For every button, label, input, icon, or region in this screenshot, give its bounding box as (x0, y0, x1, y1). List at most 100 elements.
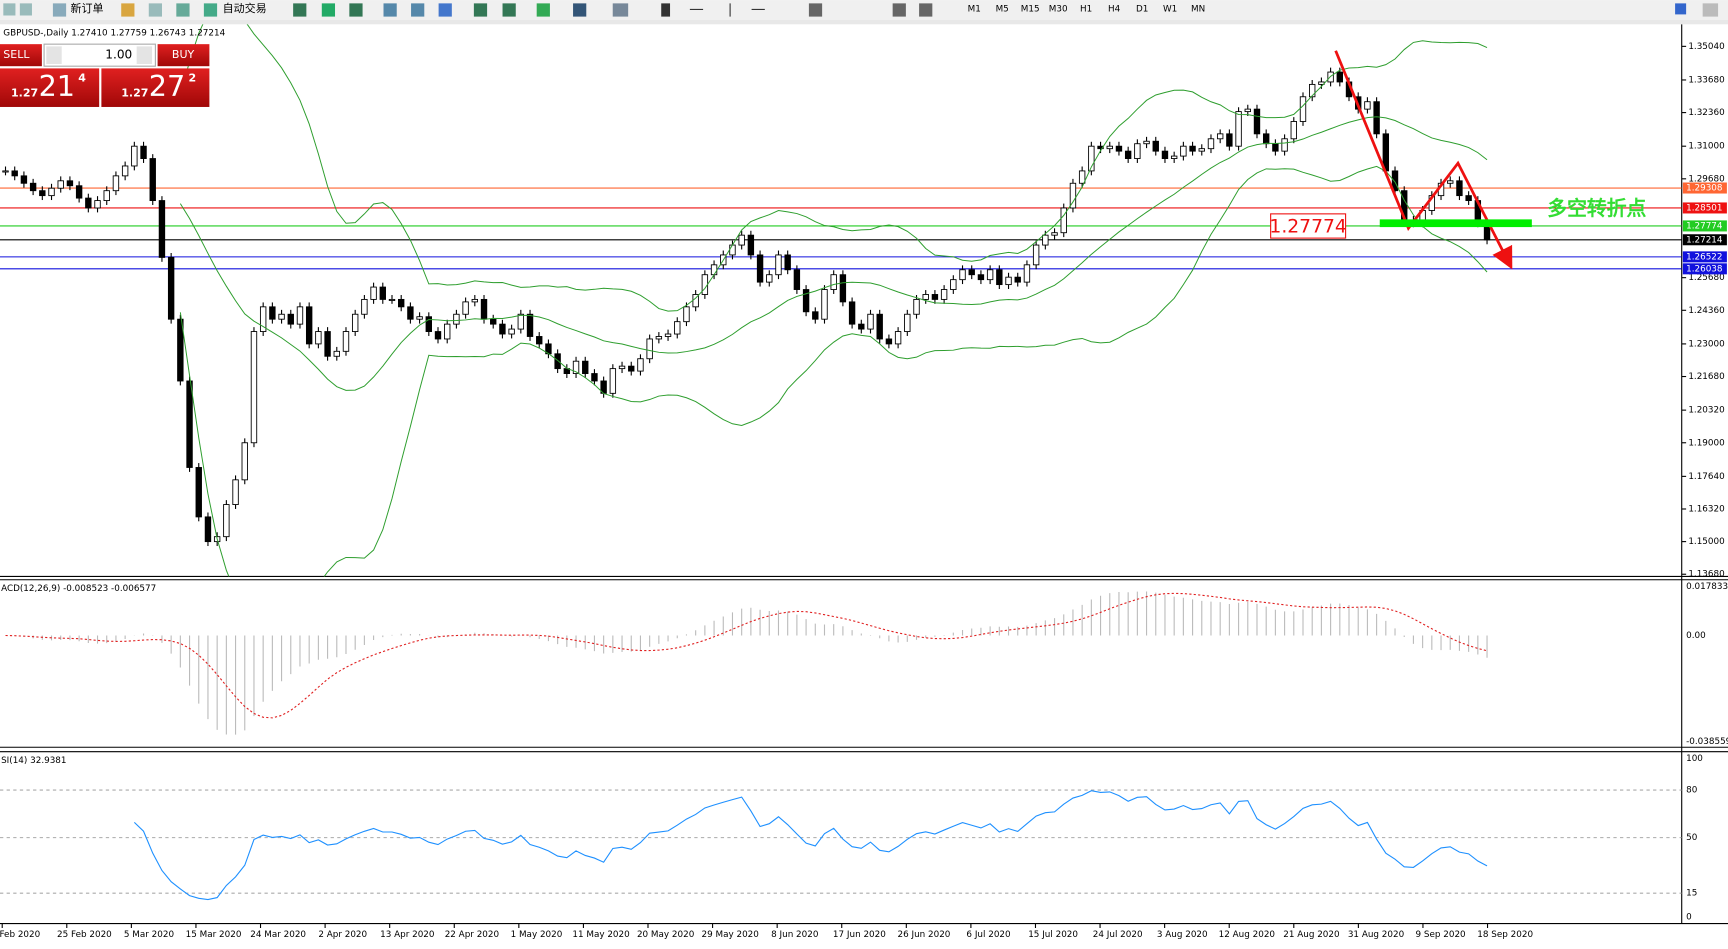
candle (1262, 133, 1270, 145)
candle (1244, 108, 1251, 113)
toolbar-icons (3, 3, 1719, 17)
pivot-label: 多空转折点 (1547, 197, 1646, 220)
candle (388, 298, 396, 301)
candle (1290, 121, 1297, 140)
buy-price-big: 27 (149, 69, 185, 103)
price-tick-label: 1.17640 (1688, 472, 1725, 482)
timeframe-button[interactable]: M5 (996, 4, 1009, 14)
timeframe-button[interactable]: W1 (1163, 4, 1177, 14)
candle (434, 331, 442, 340)
sell-price-sup: 4 (78, 71, 86, 84)
date-label: 17 Jun 2020 (833, 930, 886, 940)
candle (1456, 180, 1463, 197)
lot-down[interactable] (46, 46, 62, 64)
candle (1097, 145, 1104, 150)
timeframe-button[interactable]: M15 (1021, 4, 1040, 14)
timeframe-button[interactable]: H1 (1080, 4, 1092, 14)
lot-value[interactable]: 1.00 (105, 48, 132, 62)
buy-label[interactable]: BUY (172, 48, 195, 61)
sell-label[interactable]: SELL (3, 48, 30, 61)
candle (370, 286, 377, 300)
candle (950, 279, 957, 290)
candle (296, 306, 304, 325)
candle (57, 180, 64, 189)
level-label: 1.26038 (1686, 264, 1722, 274)
candle (1309, 83, 1316, 98)
candle (11, 170, 18, 177)
date-label: 13 Apr 2020 (380, 930, 435, 940)
candle (729, 244, 736, 256)
candle (66, 180, 74, 187)
candle (167, 256, 175, 320)
level-label: 1.28501 (1686, 203, 1722, 213)
candle (39, 190, 46, 197)
date-label: 11 May 2020 (572, 930, 630, 940)
candle (407, 306, 414, 320)
timeframe-button[interactable]: D1 (1136, 4, 1148, 14)
date-label: Feb 2020 (0, 930, 41, 940)
timeframe-button[interactable]: MN (1191, 4, 1205, 14)
sell-button[interactable] (0, 44, 42, 67)
candle (526, 313, 534, 337)
candle (986, 269, 994, 281)
date-label: 2 Apr 2020 (318, 930, 367, 940)
sell-price-box[interactable] (0, 68, 100, 107)
candle (85, 197, 92, 209)
candle (250, 331, 258, 444)
candle (628, 365, 635, 372)
candle (278, 313, 285, 320)
candle (894, 331, 902, 345)
candle (149, 158, 156, 202)
candle (315, 331, 322, 345)
lot-input[interactable] (43, 43, 156, 67)
rsi-header: SI(14) 32.9381 (1, 756, 66, 766)
candle (131, 145, 138, 167)
candle (444, 323, 451, 340)
trend-arrows (1334, 50, 1513, 270)
candle (204, 516, 212, 543)
price-tick-label: 1.15000 (1688, 537, 1725, 547)
date-label: 21 Aug 2020 (1283, 930, 1340, 940)
candle (1014, 276, 1021, 283)
candle (517, 313, 525, 330)
level-tag (1682, 202, 1727, 214)
price-tick-label: 1.33680 (1688, 75, 1725, 85)
candle (1032, 244, 1040, 266)
candle (536, 336, 543, 345)
candle (1465, 195, 1472, 202)
candle (885, 338, 893, 345)
candle (1143, 140, 1150, 145)
candle (1216, 133, 1224, 140)
candle (490, 318, 497, 325)
buy-price-box[interactable] (101, 68, 210, 107)
lot-up[interactable] (136, 46, 153, 64)
candle (361, 298, 368, 315)
timeframe-button[interactable]: M1 (968, 4, 981, 14)
candle (655, 336, 663, 340)
candle (241, 442, 248, 481)
toolbar-button[interactable]: 自动交易 (223, 1, 267, 15)
date-label: 24 Jul 2020 (1093, 930, 1143, 940)
price-tick-label: 1.29680 (1688, 174, 1725, 184)
candle (186, 380, 193, 468)
candle (738, 234, 745, 246)
candle (1281, 138, 1288, 152)
candle (259, 306, 267, 332)
buy-button[interactable] (157, 44, 210, 67)
timeframe-button[interactable]: H4 (1108, 4, 1121, 14)
date-label: 20 May 2020 (637, 930, 695, 940)
candle (94, 200, 101, 209)
candle (701, 274, 709, 295)
date-label: 1 May 2020 (511, 930, 563, 940)
candle (425, 316, 433, 332)
candle (913, 298, 920, 315)
toolbar-button[interactable]: 新订单 (71, 1, 104, 15)
candle (1180, 145, 1187, 157)
price-tick-label: 1.19000 (1688, 438, 1725, 448)
candle (572, 360, 580, 375)
candle (858, 323, 865, 330)
candle (1170, 155, 1178, 159)
timeframe-button[interactable]: M30 (1049, 4, 1068, 14)
macd-tick-label: 0.017833 (1686, 582, 1728, 592)
candle (1253, 108, 1261, 135)
